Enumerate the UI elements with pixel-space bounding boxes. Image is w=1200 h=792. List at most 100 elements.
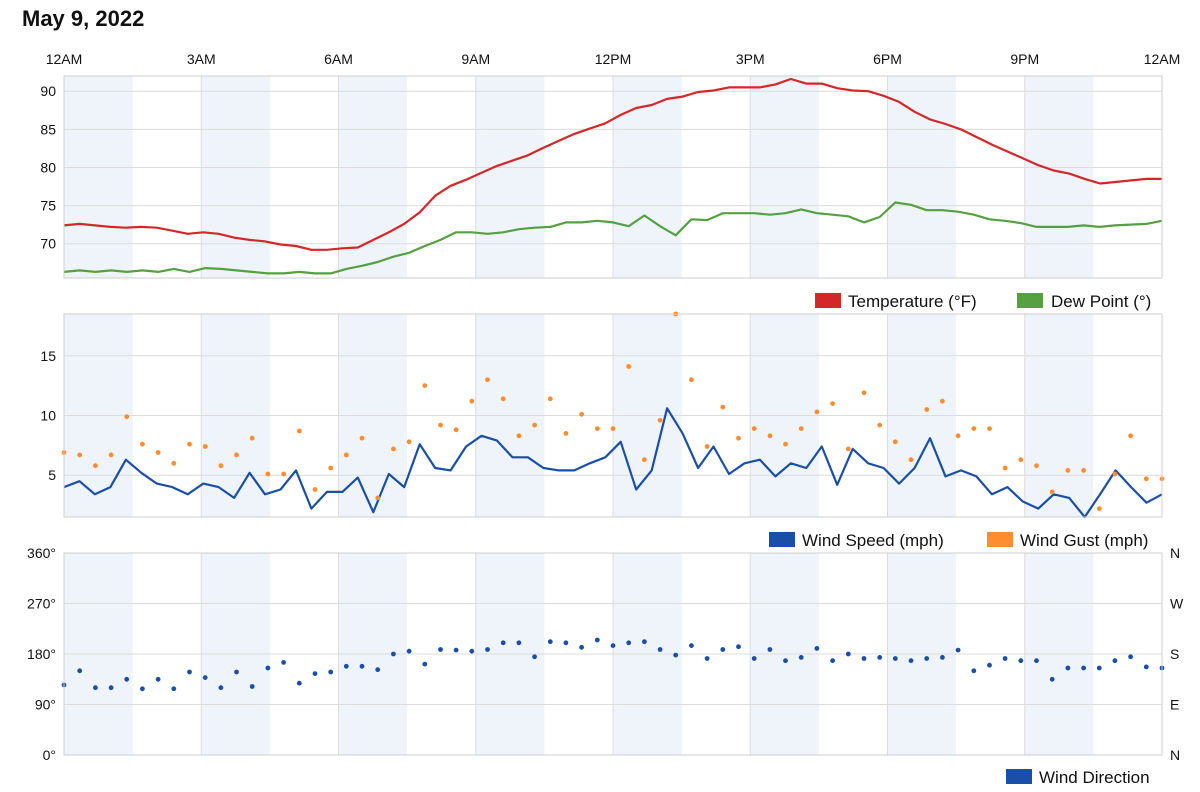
wind-gust-point <box>1034 463 1039 469</box>
wind-direction-point <box>689 643 694 648</box>
y-tick-label: 90 <box>40 83 56 99</box>
wind-direction-point <box>234 669 239 675</box>
wind-direction-point <box>626 640 632 646</box>
legend-label-wind-direction: Wind Direction <box>1039 768 1150 787</box>
wind-gust-point <box>845 446 851 452</box>
wind-gust-point <box>924 407 930 412</box>
y-tick-label: 360° <box>27 545 56 561</box>
wind-direction-point <box>453 647 459 653</box>
wind-gust-point <box>642 457 647 463</box>
wind-direction-point <box>438 647 443 652</box>
wind-direction-point <box>830 658 835 664</box>
wind-direction-point <box>124 676 130 682</box>
wind-gust-point <box>1049 489 1055 495</box>
wind-direction-point <box>187 669 192 675</box>
y-tick-label-right: E <box>1170 697 1179 713</box>
wind-gust-point <box>218 463 224 469</box>
wind-gust-point <box>877 422 883 428</box>
wind-gust-point <box>940 398 945 404</box>
y-tick-label: 270° <box>27 596 56 612</box>
wind-gust-point <box>657 417 663 423</box>
wind-direction-point <box>1128 654 1133 660</box>
wind-direction-point <box>500 640 506 646</box>
wind-gust-point <box>1112 471 1118 477</box>
wind-gust-point <box>767 433 773 439</box>
wind-direction-point <box>1049 676 1055 682</box>
wind-direction-point <box>281 660 286 665</box>
wind-gust-point <box>359 435 365 441</box>
x-tick-label: 12AM <box>46 51 83 67</box>
wind-gust-point <box>108 452 114 458</box>
wind-gust-point <box>861 390 867 396</box>
wind-direction-point <box>861 656 867 661</box>
panel-frame <box>63 552 1163 756</box>
legend-swatch-temperature <box>815 293 841 308</box>
x-tick-label: 6AM <box>324 51 353 67</box>
y-tick-label: 180° <box>27 646 56 662</box>
legend-label-wind-gust: Wind Gust (mph) <box>1020 531 1148 550</box>
wind-direction-point <box>657 647 663 652</box>
wind-direction-point <box>485 647 490 652</box>
wind-gust-point <box>391 446 396 452</box>
y-tick-label: 70 <box>40 236 56 252</box>
wind-gust-point <box>547 396 553 402</box>
wind-direction-point <box>171 686 177 692</box>
wind-gust-point <box>202 444 208 449</box>
x-tick-label: 3PM <box>736 51 765 67</box>
y-tick-label-right: W <box>1170 596 1184 612</box>
wind-gust-point <box>955 433 961 439</box>
wind-direction-point <box>563 640 569 646</box>
wind-direction-point <box>924 656 930 661</box>
band <box>201 76 270 278</box>
wind-direction-point <box>1143 664 1149 670</box>
wind-gust-point <box>343 452 349 458</box>
x-tick-label: 3AM <box>187 51 216 67</box>
page-title: May 9, 2022 <box>22 6 145 31</box>
wind-gust-point <box>704 444 710 449</box>
wind-direction-point <box>720 647 726 652</box>
wind-gust-point <box>500 396 506 402</box>
wind-gust-point <box>438 422 443 428</box>
y-tick-label-right: N <box>1170 747 1180 763</box>
wind-direction-point <box>422 661 428 667</box>
wind-direction-point <box>594 637 600 643</box>
y-tick-label: 10 <box>40 408 56 424</box>
legend-swatch-wind-speed <box>769 532 795 547</box>
wind-direction-point <box>140 686 145 692</box>
wind-gust-point <box>328 465 334 471</box>
wind-direction-point <box>908 658 914 664</box>
wind-direction-point <box>1065 665 1071 671</box>
wind-gust-point <box>610 426 616 431</box>
wind-gust-point <box>736 435 741 441</box>
wind-gust-point <box>830 401 835 406</box>
wind-gust-point <box>296 428 302 434</box>
wind-gust-point <box>814 409 820 415</box>
wind-direction-point <box>359 663 365 669</box>
legend-label-temperature: Temperature (°F) <box>848 292 977 311</box>
wind-direction-point <box>1018 658 1024 664</box>
wind-gust-point <box>798 426 804 431</box>
wind-gust-point <box>783 441 788 447</box>
band <box>887 76 957 278</box>
wind-gust-point <box>1128 433 1133 439</box>
wind-gust-point <box>563 431 569 436</box>
wind-gust-point <box>406 439 412 445</box>
wind-gust-point <box>908 457 914 463</box>
wind-gust-point <box>1143 476 1149 482</box>
wind-direction-point <box>579 644 584 650</box>
band <box>750 76 819 278</box>
wind-gust-point <box>532 422 537 428</box>
wind-direction-point <box>814 646 820 651</box>
wind-direction-point <box>971 668 977 674</box>
wind-direction-point <box>736 644 741 650</box>
legend-label-dewpoint: Dew Point (°) <box>1051 292 1151 311</box>
wind-gust-point <box>987 426 992 431</box>
wind-gust-point <box>1018 457 1024 463</box>
wind-direction-point <box>798 655 804 660</box>
wind-direction-point <box>642 639 647 645</box>
series-line-temperature-f- <box>63 77 1162 251</box>
wind-direction-point <box>673 652 679 658</box>
wind-direction-point <box>391 651 396 657</box>
x-tick-label: 12AM <box>1144 51 1181 67</box>
